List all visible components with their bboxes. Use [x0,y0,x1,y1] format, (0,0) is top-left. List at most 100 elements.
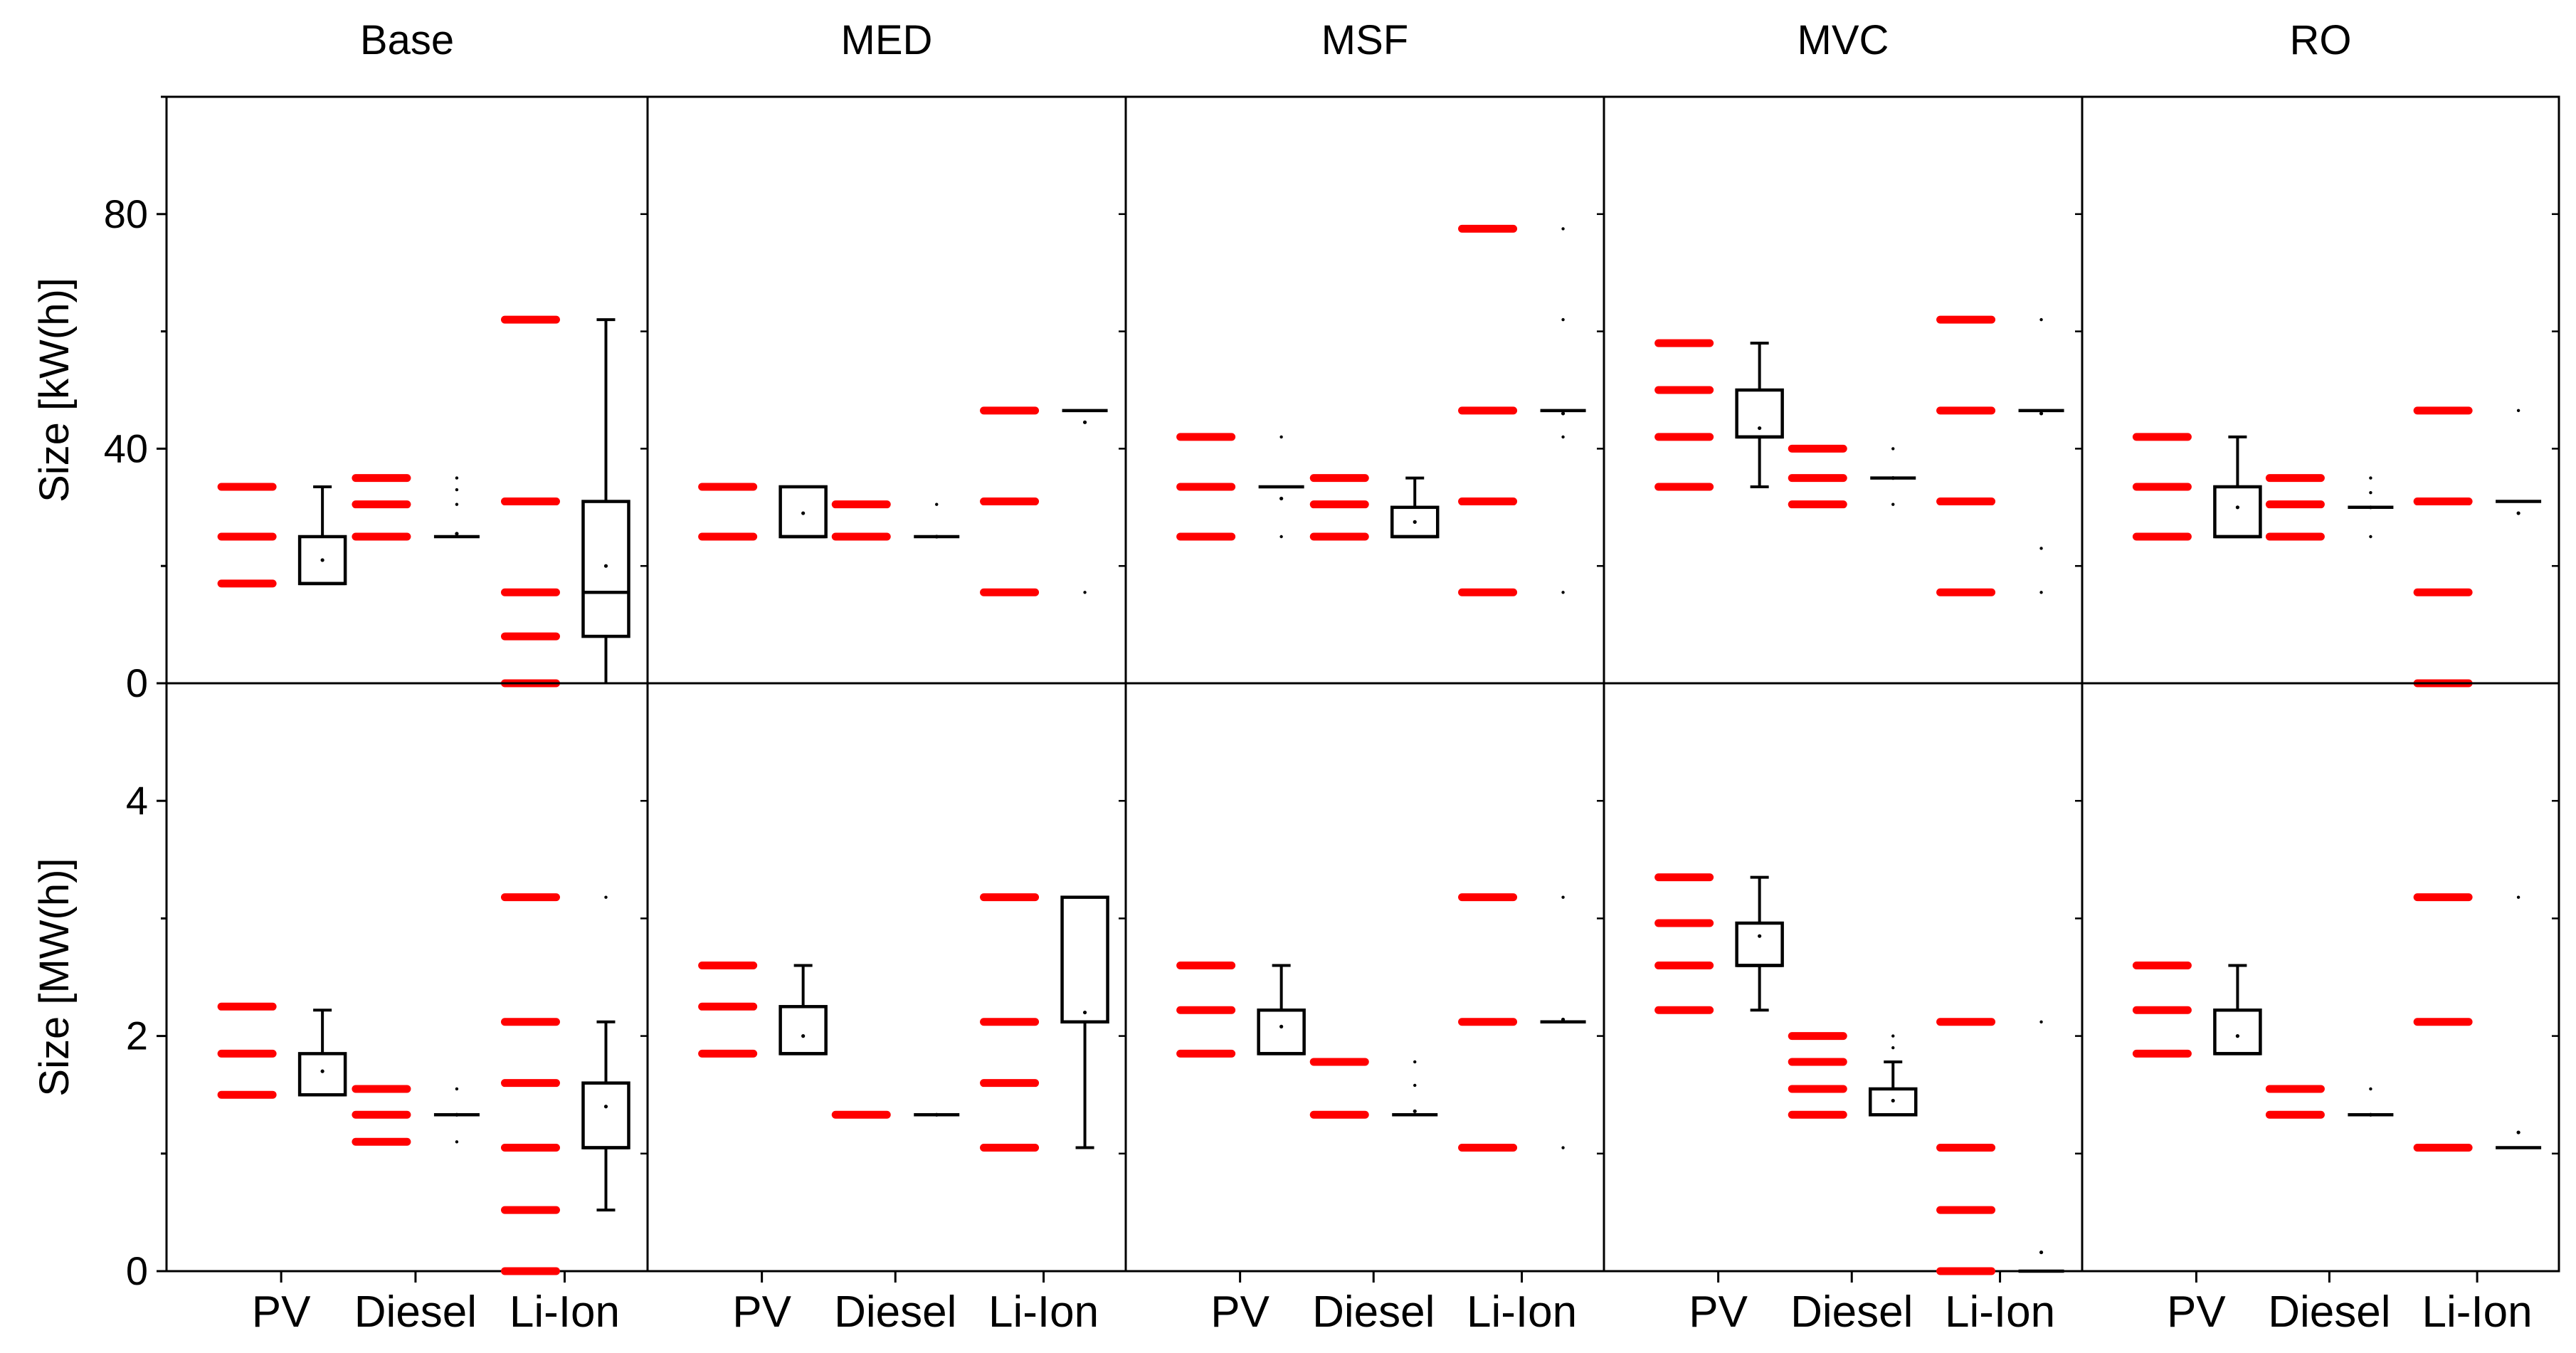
box-mean-marker [801,1034,806,1038]
x-tick-label: Diesel [2268,1288,2390,1337]
panel-frame [2081,95,2560,685]
box-outlier [935,502,939,506]
box-outlier [1891,1034,1895,1038]
box-mean-marker [1279,1024,1284,1028]
x-tick-label: Li-Ion [2422,1288,2533,1337]
y-axis-label: Size [kW(h)] [31,278,78,502]
box-outlier [455,1087,459,1091]
box-mean-marker [1082,420,1087,424]
box-mean-marker [934,535,939,539]
box-outlier [1413,1060,1417,1064]
box-outlier [455,488,459,492]
box-outlier [2369,535,2372,539]
x-tick-label: Diesel [834,1288,956,1337]
panel-frame [1124,95,1605,685]
box-outlier [1561,317,1565,322]
x-tick-label: Diesel [1790,1288,1913,1337]
box-mean-marker [1561,1017,1566,1022]
x-tick-label: Li-Ion [1945,1288,2055,1337]
x-tick-label: PV [732,1288,791,1337]
panel-title: MVC [1798,17,1889,63]
box-iqr [297,1052,347,1097]
box-outlier [1413,1083,1417,1088]
x-tick-label: Li-Ion [988,1288,1099,1337]
box-iqr [581,500,630,638]
box-mean-marker [2039,1250,2044,1255]
box-mean-marker [2368,1112,2372,1117]
x-tick-label: Diesel [354,1288,477,1337]
box-mean-marker [320,558,324,562]
box-iqr [778,1005,828,1055]
y-tick-label: 0 [126,660,148,705]
box-mean-marker [1413,520,1417,525]
box-outlier [1891,1046,1895,1050]
box-iqr [2213,1009,2262,1055]
panel-title: MED [841,17,933,63]
box-outlier [1561,1146,1565,1149]
box-outlier [2039,591,2043,594]
x-tick-label: PV [1689,1288,1748,1337]
panel-frame [2081,682,2560,1273]
box-outlier [2516,895,2520,899]
box-mean-marker [1561,411,1566,416]
box-outlier [2516,409,2520,413]
y-tick-label: 40 [104,426,148,470]
box-mean-marker [603,564,608,568]
y-tick-label: 4 [126,778,148,823]
box-mean-marker [1413,1109,1417,1113]
box-iqr [1257,1009,1306,1055]
box-outlier [1279,535,1283,539]
x-tick-label: Li-Ion [510,1288,620,1337]
box-mean-marker [1758,426,1762,431]
box-outlier [604,895,608,899]
x-tick-label: PV [2167,1288,2226,1337]
x-tick-label: Li-Ion [1467,1288,1577,1337]
panel-frame [646,95,1127,685]
box-mean-marker [1758,934,1762,938]
box-mean-marker [320,1069,324,1073]
box-iqr [1060,895,1109,1024]
box-outlier [455,476,459,480]
box-mean-marker [934,1112,939,1117]
box-outlier [2369,1087,2372,1091]
box-mean-marker [455,532,459,536]
box-outlier [2039,547,2043,550]
box-outlier [1561,591,1565,594]
box-iqr [2213,485,2262,539]
panel-frame [1603,682,2084,1273]
box-mean-marker [1082,1010,1087,1015]
box-outlier [1561,227,1565,231]
box-mean-marker [2516,1130,2520,1134]
box-mean-marker [801,511,806,515]
box-iqr [1735,921,1784,967]
x-tick-label: PV [252,1288,311,1337]
box-outlier [1279,435,1283,439]
box-outlier [1891,447,1895,451]
box-outlier [1561,895,1565,899]
box-iqr [581,1081,630,1149]
box-outlier [455,502,459,506]
box-outlier [2369,491,2372,495]
box-outlier [2039,317,2043,322]
box-mean-marker [1279,496,1284,501]
box-outlier [1083,591,1087,594]
panel-frame [646,682,1127,1273]
x-tick-label: Diesel [1312,1288,1435,1337]
box-mean-marker [2235,1034,2239,1038]
panel-title: MSF [1321,17,1408,63]
box-mean-marker [603,1105,608,1109]
y-tick-label: 0 [126,1248,148,1293]
box-mean-marker [455,1112,459,1117]
y-tick-label: 2 [126,1014,148,1058]
box-outlier [455,1140,459,1144]
panel-frame [165,95,649,685]
panel-frame [165,682,649,1273]
box-mean-marker [1891,476,1895,480]
panel-title: RO [2290,17,2352,63]
box-mean-marker [2368,505,2372,510]
box-mean-marker [2235,505,2239,510]
box-outlier [2369,476,2372,480]
y-tick-label: 80 [104,191,148,236]
